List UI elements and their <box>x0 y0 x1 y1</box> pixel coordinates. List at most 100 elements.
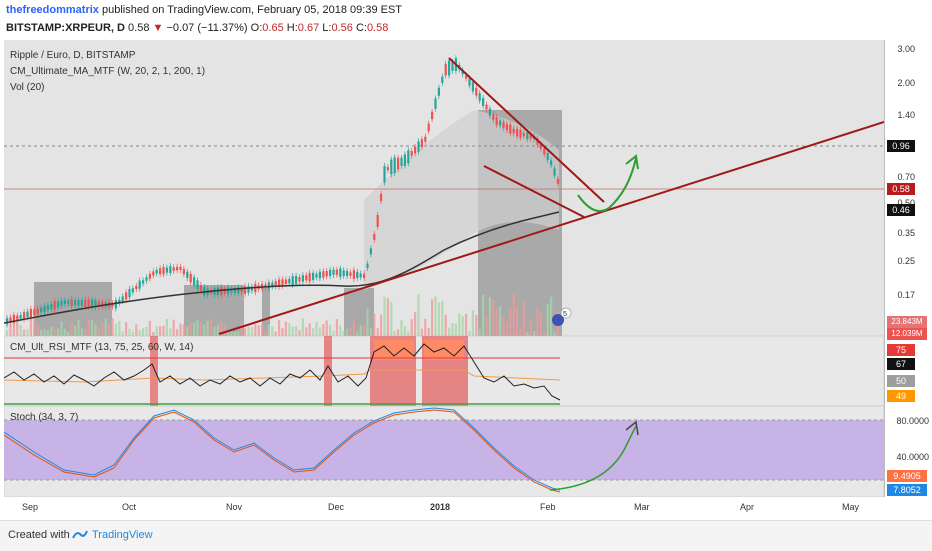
volume-bar <box>482 294 485 336</box>
volume-bar <box>288 323 291 336</box>
resistance-trendline <box>448 57 605 203</box>
volume-bar <box>247 326 250 336</box>
volume-bar <box>67 331 70 336</box>
high-value: 0.67 <box>297 22 320 34</box>
volume-bar <box>94 324 97 336</box>
volume-bar <box>220 321 223 336</box>
volume-bar <box>322 324 325 336</box>
volume-bar <box>114 323 117 336</box>
volume-bar <box>536 307 539 336</box>
volume-bar <box>546 304 549 336</box>
volume-bar <box>138 329 141 336</box>
stoch-band <box>4 420 884 480</box>
x-label-oct: Oct <box>122 502 137 512</box>
volume-bar <box>356 331 359 336</box>
chart-header: thefreedommatrix published on TradingVie… <box>0 0 932 40</box>
volume-bar <box>339 325 342 336</box>
volume-bar <box>397 329 400 336</box>
volume-bar <box>509 307 512 336</box>
volume-bar <box>169 328 172 336</box>
volume-bar <box>53 328 56 336</box>
price-change: −0.07 (−11.37%) <box>166 22 248 34</box>
badge-rsi-50: 50 <box>887 375 915 387</box>
volume-bar <box>512 294 515 336</box>
stoch-arrow-line <box>549 425 637 491</box>
volume-bar <box>332 330 335 336</box>
volume-bar <box>301 318 304 336</box>
symbol-label[interactable]: BITSTAMP:XRPEUR, D <box>6 22 125 34</box>
volume-bar <box>165 318 168 336</box>
badge-rsi-67: 67 <box>887 358 915 370</box>
volume-bar <box>12 323 15 336</box>
volume-bar <box>237 331 240 336</box>
volume-bar <box>325 320 328 336</box>
price-pane-title: Ripple / Euro, D, BITSTAMP <box>10 50 136 61</box>
volume-bar <box>148 320 151 336</box>
volume-bar <box>529 320 532 336</box>
tradingview-link[interactable]: TradingView <box>92 529 153 541</box>
volume-bar <box>267 324 270 336</box>
volume-bar <box>196 319 199 336</box>
badge-stoch-1: 9.4905 <box>887 470 927 482</box>
volume-bars <box>6 294 559 336</box>
chart-canvas[interactable]: 5 <box>4 40 884 497</box>
volume-bar <box>451 323 454 336</box>
tradingview-logo-icon[interactable] <box>72 527 88 546</box>
volume-bar <box>97 326 100 336</box>
volume-bar <box>475 314 478 336</box>
created-with-label: Created with <box>8 529 70 541</box>
volume-bar <box>70 322 73 336</box>
badge-046: 0.46 <box>887 204 915 216</box>
volume-bar <box>478 328 481 336</box>
volume-bar <box>104 318 107 336</box>
volume-bar <box>203 324 206 336</box>
x-label-sep: Sep <box>22 502 39 512</box>
volume-bar <box>274 331 277 336</box>
wedge-lower-line <box>483 165 585 218</box>
high-label: H: <box>286 22 298 34</box>
stoch-indicator-title[interactable]: Stoch (34, 3, 7) <box>10 412 79 423</box>
volume-bar <box>199 322 202 336</box>
tick-0-25: 0.25 <box>897 256 915 266</box>
volume-bar <box>393 331 396 336</box>
tick-1-40: 1.40 <box>897 110 915 120</box>
volume-bar <box>84 330 87 336</box>
ma-indicator-title[interactable]: CM_Ultimate_MA_MTF (W, 20, 2, 1, 200, 1) <box>10 66 206 77</box>
rsi-line <box>4 343 561 401</box>
volume-bar <box>254 324 257 336</box>
author-link[interactable]: thefreedommatrix <box>6 4 99 16</box>
volume-bar <box>57 328 60 336</box>
volume-bar <box>441 300 444 336</box>
volume-bar <box>369 328 372 336</box>
price-axis[interactable]: 3.00 2.00 1.40 0.70 0.35 0.25 0.17 0.50 … <box>884 40 932 497</box>
badge-096: 0.96 <box>887 140 915 152</box>
volume-bar <box>186 326 189 336</box>
stoch-d-line <box>4 409 561 493</box>
moving-average-line <box>4 211 560 324</box>
volume-bar <box>390 301 393 336</box>
volume-bar <box>80 328 83 336</box>
volume-bar <box>50 327 53 336</box>
arrow-head-icon <box>625 154 639 170</box>
volume-bar <box>376 328 379 336</box>
volume-bar <box>40 329 43 336</box>
low-value: 0.56 <box>331 22 353 34</box>
volume-bar <box>250 327 253 336</box>
volume-bar <box>461 316 464 336</box>
volume-bar <box>159 326 162 336</box>
volume-bar <box>193 322 196 336</box>
rsi-indicator-title[interactable]: CM_Ult_RSI_MTF (13, 75, 25, 60, W, 14) <box>10 342 194 353</box>
x-label-apr: Apr <box>740 502 755 512</box>
volume-bar <box>9 324 12 336</box>
badge-rsi-49: 49 <box>887 390 915 402</box>
volume-bar <box>291 326 294 336</box>
volume-bar <box>91 319 94 336</box>
open-value: 0.65 <box>262 22 284 34</box>
alert-globe-icon[interactable] <box>552 314 564 326</box>
badge-058: 0.58 <box>887 183 915 195</box>
close-label: C: <box>355 22 367 34</box>
volume-bar <box>63 328 66 336</box>
volume-bar <box>427 327 430 336</box>
volume-bar <box>550 296 553 336</box>
vol-indicator-title[interactable]: Vol (20) <box>10 82 45 93</box>
